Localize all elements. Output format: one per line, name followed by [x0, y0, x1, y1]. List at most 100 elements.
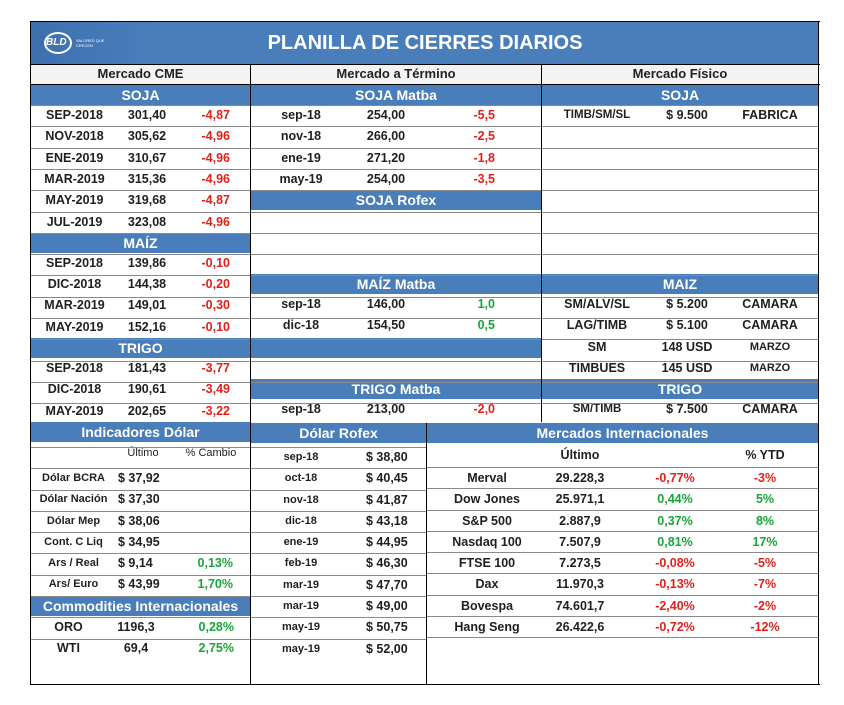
matba-trigo-change: -2,0 [473, 402, 495, 417]
header-trigo-matba: TRIGO Matba [251, 379, 541, 400]
fisico-trigo-ref: CAMARA [742, 402, 798, 417]
title-bar [31, 22, 818, 64]
header-commodities: Commodities Internacionales [31, 595, 250, 616]
intl-col-ytd: % YTD [745, 447, 785, 462]
cme-trigo-contract: DIC-2018 [47, 382, 102, 397]
intl-value: 25.971,1 [555, 492, 605, 507]
fisico-maiz-ref: MARZO [749, 362, 791, 374]
cme-maiz-change: -0,20 [201, 277, 231, 292]
rofex-value: $ 44,95 [366, 535, 408, 550]
fisico-soja-ref: FABRICA [742, 108, 798, 122]
matba-soja-price: 254,00 [366, 108, 406, 122]
matba-maiz-price: 146,00 [366, 297, 406, 312]
grid-line [31, 169, 818, 170]
cme-maiz-price: 139,86 [127, 255, 167, 270]
fisico-maiz-price: $ 5.100 [666, 318, 708, 333]
header-rofex: Dólar Rofex [251, 422, 426, 443]
intl-name: S&P 500 [462, 513, 512, 528]
intl-name: Nasdaq 100 [452, 534, 522, 549]
section-cme: Mercado CME [31, 64, 250, 84]
matba-soja-contract: nov-18 [280, 129, 322, 144]
matba-soja-change: -3,5 [473, 171, 495, 186]
header-soja-rofex: SOJA Rofex [251, 190, 541, 211]
cme-soja-change: -4,96 [201, 214, 231, 229]
title-divider [30, 64, 820, 65]
commodity-value: 69,4 [123, 641, 149, 655]
fisico-soja-price: $ 9.500 [666, 108, 708, 122]
logo-tagline: VALORES QUE CRECEN [76, 38, 105, 48]
section-termino: Mercado a Término [251, 64, 541, 84]
cme-soja-price: 301,40 [127, 108, 167, 122]
intl-change: -0,08% [655, 556, 695, 571]
rofex-value: $ 52,00 [366, 641, 408, 656]
fisico-maiz-ref: MARZO [749, 340, 791, 353]
grid-line [31, 190, 818, 191]
rofex-month: sep-18 [283, 450, 319, 463]
grid-line [31, 275, 818, 276]
section-fisico: Mercado Físico [542, 64, 818, 84]
dolar-change [178, 511, 233, 532]
dolar-col-change: % Cambio [185, 446, 237, 459]
fisico-soja-place: TIMB/SM/SL [563, 109, 631, 121]
grid-line [31, 361, 818, 362]
fisico-maiz-place: LAG/TIMB [566, 318, 628, 333]
grid-line [31, 126, 818, 127]
rofex-month: feb-19 [284, 557, 318, 570]
rofex-value: $ 38,80 [366, 449, 408, 464]
dolar-name: Dólar BCRA [42, 471, 105, 484]
intl-ytd: -12% [750, 620, 780, 634]
cme-maiz-price: 149,01 [127, 298, 167, 313]
cme-trigo-price: 190,61 [127, 382, 167, 397]
cme-maiz-price: 144,38 [127, 277, 167, 292]
page-title: PLANILLA DE CIERRES DIARIOS [267, 32, 583, 54]
header-dolar: Indicadores Dólar [31, 421, 250, 442]
table-border-top [30, 21, 820, 22]
intl-change: 0,37% [657, 513, 693, 528]
table-border-bottom [30, 684, 820, 685]
grid-line [31, 382, 818, 383]
fisico-maiz-price: $ 5.200 [666, 297, 708, 312]
grid-line [427, 637, 818, 638]
rofex-value: $ 40,45 [366, 471, 408, 486]
intl-change: -0,72% [655, 620, 695, 634]
matba-soja-change: -5,5 [473, 108, 495, 122]
grid-line [31, 148, 818, 149]
cme-trigo-price: 202,65 [127, 403, 167, 418]
dolar-change: 0,13% [197, 556, 233, 571]
matba-trigo-price: 213,00 [366, 402, 406, 417]
intl-ytd: -7% [753, 577, 777, 592]
intl-value: 74.601,7 [555, 598, 605, 613]
dolar-change [178, 489, 233, 510]
header-fisico-maiz: MAIZ [542, 274, 818, 295]
cme-soja-change: -4,96 [201, 171, 231, 186]
col-divider-intl [426, 422, 427, 684]
cme-soja-change: -4,96 [201, 150, 231, 165]
header-soja-matba: SOJA Matba [251, 85, 541, 105]
fisico-maiz-price: 145 USD [661, 361, 713, 375]
matba-maiz-contract: dic-18 [282, 318, 320, 333]
intl-value: 2.887,9 [559, 513, 601, 528]
grid-line [31, 447, 426, 448]
intl-value: 7.507,9 [559, 534, 601, 549]
table-border-right [818, 21, 819, 684]
cme-trigo-contract: SEP-2018 [46, 361, 103, 375]
cme-soja-price: 323,08 [127, 214, 167, 229]
cme-trigo-change: -3,77 [201, 361, 231, 375]
cme-soja-change: -4,87 [201, 108, 231, 122]
cme-soja-price: 319,68 [127, 193, 167, 208]
intl-ytd: -2% [753, 598, 777, 613]
grid-line [31, 575, 426, 576]
grid-line [427, 488, 818, 489]
header-cme-soja: SOJA [31, 85, 250, 105]
intl-change: -2,40% [655, 598, 695, 613]
section-divider [30, 84, 820, 85]
rofex-value: $ 47,70 [366, 577, 408, 592]
header-cme-maiz: MAÍZ [31, 232, 250, 253]
cme-maiz-change: -0,10 [201, 319, 231, 334]
header-blank-band [251, 338, 541, 358]
matba-trigo-contract: sep-18 [281, 402, 321, 417]
grid-line [427, 531, 818, 532]
fisico-maiz-price: 148 USD [661, 339, 713, 354]
matba-soja-price: 254,00 [366, 171, 406, 186]
matba-maiz-change: 0,5 [477, 318, 495, 333]
